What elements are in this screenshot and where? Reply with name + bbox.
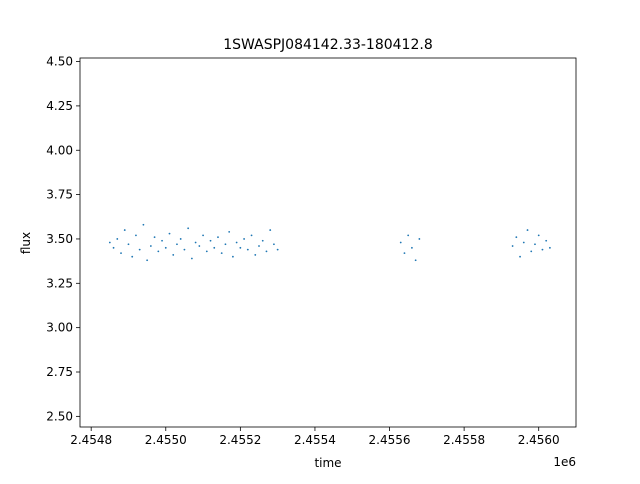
y-tick-label: 3.75: [46, 188, 73, 202]
data-point: [187, 227, 190, 230]
y-axis-label: flux: [19, 232, 33, 254]
data-point: [258, 245, 260, 247]
data-point: [541, 248, 544, 251]
data-point: [209, 239, 212, 242]
data-point: [243, 238, 245, 240]
x-axis-offset-label: 1e6: [553, 455, 576, 469]
data-point: [138, 248, 141, 251]
data-point: [131, 255, 134, 258]
data-point: [407, 234, 410, 237]
data-point: [194, 241, 197, 244]
data-points: [108, 223, 551, 262]
data-point: [403, 252, 406, 255]
y-tick-label: 4.50: [46, 55, 73, 69]
chart-title: 1SWASPJ084142.33-180412.8: [223, 37, 432, 53]
data-point: [179, 238, 182, 240]
data-point: [217, 236, 219, 239]
data-point: [176, 243, 178, 246]
y-axis-ticks: 2.50 2.75 3.00 3.25 3.50 3.75 4.00 4.25 4.50: [46, 55, 80, 423]
data-point: [261, 239, 264, 242]
data-point: [530, 250, 533, 253]
data-point: [548, 246, 551, 249]
data-point: [220, 252, 223, 255]
data-point: [235, 241, 238, 244]
data-point: [269, 229, 272, 231]
data-point: [142, 223, 145, 226]
data-point: [537, 234, 540, 237]
x-tick-label: 2.4558: [443, 433, 485, 447]
x-tick-label: 2.4548: [70, 433, 112, 447]
data-point: [273, 243, 275, 246]
y-tick-label: 2.75: [46, 365, 73, 379]
y-tick-label: 3.50: [46, 232, 73, 246]
x-tick-label: 2.4560: [518, 433, 560, 447]
data-point: [190, 257, 193, 260]
data-point: [198, 245, 201, 247]
data-point: [411, 246, 413, 249]
data-point: [250, 234, 253, 237]
data-point: [526, 229, 529, 231]
data-point: [205, 250, 208, 253]
data-point: [534, 243, 536, 246]
y-tick-label: 4.25: [46, 99, 73, 113]
axes-frame: [79, 57, 577, 428]
data-point: [246, 248, 249, 251]
data-point: [511, 245, 514, 247]
data-point: [414, 259, 417, 262]
data-point: [120, 252, 122, 255]
data-point: [213, 246, 216, 249]
y-tick-label: 2.50: [46, 409, 73, 423]
data-point: [164, 246, 167, 249]
data-point: [202, 234, 204, 237]
data-point: [127, 243, 130, 246]
x-axis-label: time: [314, 456, 341, 470]
data-point: [183, 248, 186, 251]
data-point: [168, 232, 171, 235]
x-tick-label: 2.4550: [145, 433, 187, 447]
data-point: [228, 230, 231, 233]
data-point: [172, 254, 175, 256]
data-point: [153, 236, 156, 239]
x-tick-label: 2.4552: [219, 433, 261, 447]
data-point: [112, 246, 115, 249]
data-point: [418, 238, 421, 240]
data-point: [161, 239, 163, 242]
data-point: [399, 241, 402, 244]
data-point: [146, 259, 149, 262]
y-tick-label: 4.00: [46, 143, 73, 157]
x-tick-label: 2.4554: [294, 433, 336, 447]
data-point: [545, 239, 548, 242]
data-point: [522, 241, 525, 244]
y-tick-label: 3.00: [46, 321, 73, 335]
data-point: [519, 255, 521, 258]
data-point: [123, 229, 126, 231]
y-tick-label: 3.25: [46, 276, 73, 290]
data-point: [515, 236, 518, 239]
x-tick-label: 2.4556: [369, 433, 411, 447]
data-point: [224, 243, 227, 246]
data-point: [239, 246, 242, 249]
data-point: [254, 254, 257, 256]
data-point: [232, 255, 234, 258]
data-point: [149, 245, 152, 247]
data-point: [276, 248, 279, 251]
data-point: [116, 238, 119, 240]
data-point: [135, 234, 137, 237]
data-point: [265, 250, 268, 253]
x-axis-ticks: 2.4548 2.4550 2.4552 2.4554 2.4556 2.4558 2.45…: [70, 427, 560, 447]
data-point: [108, 241, 111, 244]
data-point: [157, 250, 160, 253]
